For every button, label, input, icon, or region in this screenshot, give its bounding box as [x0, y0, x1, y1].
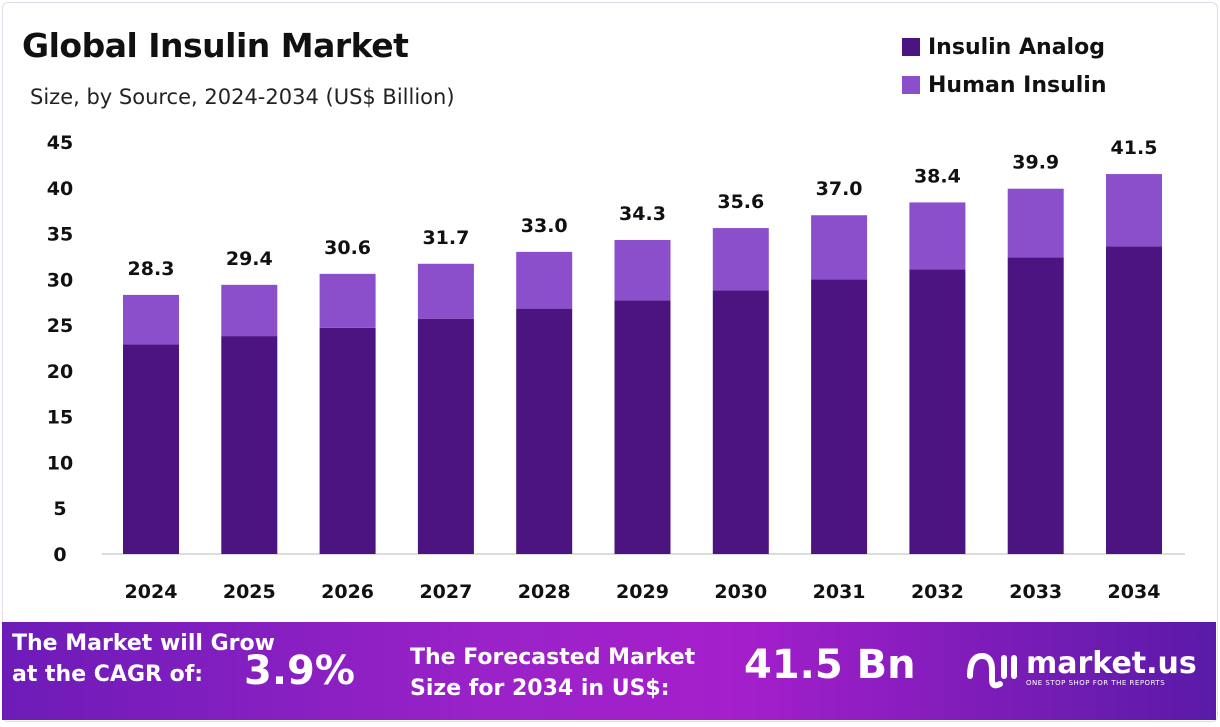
data-label: 39.9 [1012, 152, 1059, 174]
data-label: 37.0 [816, 178, 863, 200]
bar-human-insulin-2031 [811, 215, 868, 280]
logo-icon [967, 652, 1017, 689]
data-label: 31.7 [422, 227, 469, 249]
x-tick-label: 2025 [223, 581, 276, 603]
y-tick-label: 40 [47, 178, 73, 200]
bar-insulin-analog-2027 [417, 318, 474, 554]
y-tick-label: 25 [47, 315, 73, 337]
data-label: 28.3 [128, 258, 175, 280]
data-label: 33.0 [521, 215, 568, 237]
footer-banner: The Market will Grow at the CAGR of: 3.9%… [2, 622, 1216, 720]
y-tick-label: 15 [47, 407, 73, 429]
chart-subtitle: Size, by Source, 2024-2034 (US$ Billion) [30, 85, 455, 109]
x-tick-label: 2028 [518, 581, 571, 603]
bar-insulin-analog-2031 [811, 279, 868, 554]
bar-insulin-analog-2029 [614, 300, 671, 554]
forecast-value: 41.5 Bn [744, 642, 916, 688]
x-tick-label: 2024 [125, 581, 178, 603]
cagr-label-line1: The Market will Grow [12, 631, 275, 656]
data-label: 35.6 [717, 191, 764, 213]
bar-insulin-analog-2034 [1106, 246, 1162, 554]
bar-insulin-analog-2032 [909, 269, 966, 554]
data-label: 41.5 [1111, 137, 1158, 159]
cagr-label-line2: at the CAGR of: [12, 662, 204, 687]
x-tick-label: 2027 [419, 581, 472, 603]
legend-swatch [902, 38, 920, 56]
x-tick-label: 2034 [1108, 581, 1161, 603]
legend-swatch [902, 76, 920, 94]
bar-human-insulin-2024 [123, 294, 179, 345]
bar-insulin-analog-2025 [221, 336, 278, 554]
x-tick-label: 2033 [1009, 581, 1062, 603]
chart-title: Global Insulin Market [22, 26, 409, 65]
y-tick-label: 30 [47, 269, 73, 291]
bar-human-insulin-2026 [319, 273, 376, 328]
marketus-logo[interactable]: market.us ONE STOP SHOP FOR THE REPORTS [964, 646, 1197, 690]
data-label: 29.4 [226, 248, 273, 270]
y-tick-label: 20 [47, 361, 73, 383]
y-tick-label: 5 [53, 498, 66, 520]
bar-insulin-analog-2026 [319, 327, 376, 554]
bar-human-insulin-2032 [909, 202, 966, 270]
y-tick-label: 10 [47, 452, 73, 474]
bar-chart: 05101520253035404528.3202429.4202530.620… [47, 132, 1185, 603]
bar-insulin-analog-2030 [712, 290, 769, 554]
bar-insulin-analog-2028 [516, 308, 573, 554]
data-label: 30.6 [324, 237, 371, 259]
x-tick-label: 2030 [714, 581, 767, 603]
bar-human-insulin-2028 [516, 251, 573, 309]
legend-item-insulin-analog: Insulin Analog [902, 28, 1107, 66]
bar-human-insulin-2033 [1007, 188, 1064, 258]
legend-label: Human Insulin [928, 72, 1107, 98]
y-tick-label: 45 [47, 132, 73, 154]
y-tick-label: 35 [47, 224, 73, 246]
data-label: 34.3 [619, 203, 666, 225]
bar-human-insulin-2030 [712, 228, 769, 291]
y-tick-label: 0 [53, 544, 66, 566]
x-tick-label: 2031 [813, 581, 866, 603]
cagr-label: The Market will Grow at the CAGR of: [12, 628, 275, 690]
bar-human-insulin-2025 [221, 284, 278, 337]
bar-insulin-analog-2024 [123, 344, 179, 554]
x-tick-label: 2032 [911, 581, 964, 603]
forecast-label: The Forecasted Market Size for 2034 in US… [410, 642, 695, 704]
cagr-value: 3.9% [244, 648, 355, 694]
forecast-label-line2: Size for 2034 in US$: [410, 676, 670, 701]
data-label: 38.4 [914, 165, 961, 187]
bar-human-insulin-2029 [614, 239, 671, 301]
legend-label: Insulin Analog [928, 34, 1105, 60]
logo-tagline: ONE STOP SHOP FOR THE REPORTS [1026, 679, 1166, 687]
x-tick-label: 2026 [321, 581, 374, 603]
bar-insulin-analog-2033 [1007, 257, 1064, 554]
forecast-label-line1: The Forecasted Market [410, 645, 696, 670]
legend-item-human-insulin: Human Insulin [902, 66, 1107, 104]
legend: Insulin Analog Human Insulin [902, 28, 1107, 104]
x-tick-label: 2029 [616, 581, 669, 603]
bar-human-insulin-2027 [417, 263, 474, 319]
bar-human-insulin-2034 [1106, 174, 1162, 247]
logo-name: market.us [1026, 646, 1197, 681]
